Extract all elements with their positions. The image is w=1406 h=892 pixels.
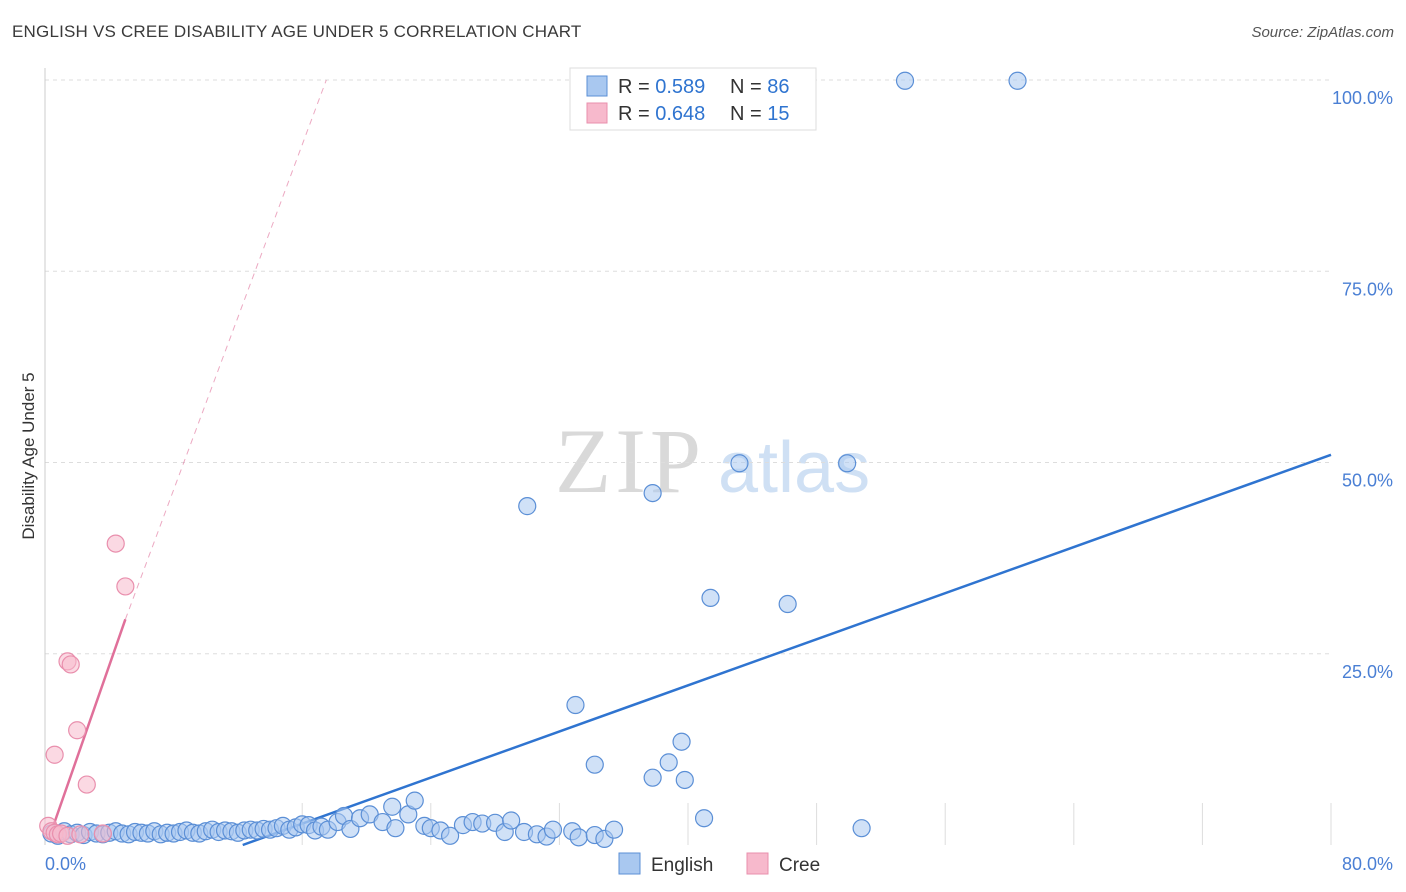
source-credit: Source: ZipAtlas.com — [1251, 24, 1394, 41]
watermark: ZIP atlas — [555, 410, 870, 512]
cree-point — [93, 824, 112, 843]
cree-point — [45, 745, 64, 764]
legend-cree-n-value: 15 — [767, 103, 789, 125]
legend-cree-r-value: 0.648 — [655, 103, 705, 125]
svg-text:N = 15: N = 15 — [730, 103, 790, 125]
english-point — [440, 826, 460, 845]
english-point — [659, 753, 678, 772]
cree-point — [61, 655, 80, 674]
y-tick-label: 50.0% — [1342, 471, 1393, 491]
bottom-legend: English Cree — [618, 852, 820, 876]
legend-english-n-value: 86 — [767, 76, 789, 98]
english-point — [569, 828, 588, 847]
english-point — [701, 588, 720, 608]
y-tick-label: 25.0% — [1342, 662, 1393, 682]
english-point — [543, 820, 563, 839]
legend: R = 0.589 N = 86 R = 0.648 N = 15 — [569, 67, 817, 131]
english-point — [518, 497, 537, 516]
x-tick-label: 80.0% — [1342, 854, 1393, 874]
legend-box — [569, 67, 817, 131]
english-point — [643, 484, 662, 503]
bottom-legend-cree-swatch — [746, 852, 769, 875]
cree-point — [77, 775, 96, 794]
x-tick-label: 0.0% — [45, 854, 86, 874]
english-point — [672, 732, 691, 751]
chart-title: ENGLISH VS CREE DISABILITY AGE UNDER 5 C… — [12, 22, 582, 41]
cree-trendline-solid — [50, 618, 127, 832]
y-tick-label: 100.0% — [1332, 88, 1393, 108]
svg-text:N = 86: N = 86 — [730, 76, 790, 98]
grid-lines — [45, 79, 1332, 845]
legend-english-r-value: 0.589 — [655, 76, 705, 98]
english-trendline-solid — [242, 453, 1332, 847]
english-point — [895, 71, 915, 90]
legend-english-r-label: R = — [618, 76, 655, 98]
cree-trendline-dashed — [124, 79, 327, 620]
english-point — [386, 819, 405, 838]
y-axis-label: Disability Age Under 5 — [19, 372, 38, 539]
legend-english-swatch — [586, 75, 608, 97]
legend-cree-r-label: R = — [618, 103, 655, 125]
cree-point — [68, 721, 87, 740]
trend-lines — [50, 79, 1332, 847]
english-point — [405, 791, 424, 810]
legend-english-n-label: N = — [730, 76, 767, 98]
english-point — [566, 695, 585, 715]
watermark-zip: ZIP — [555, 410, 705, 512]
tick-labels: 25.0% 50.0% 75.0% 100.0% 0.0% 80.0% — [45, 88, 1393, 874]
svg-text:R = 0.589: R = 0.589 — [618, 76, 705, 98]
cree-point — [116, 577, 135, 596]
english-point — [694, 809, 714, 828]
english-point — [643, 768, 662, 787]
english-point — [838, 454, 857, 473]
english-point — [730, 454, 749, 473]
data-points — [39, 71, 1027, 848]
english-point — [852, 819, 871, 838]
english-point — [502, 811, 521, 830]
bottom-legend-english-swatch — [618, 852, 641, 875]
english-point — [675, 770, 694, 790]
english-point — [778, 594, 797, 614]
bottom-legend-english-label: English — [651, 855, 713, 876]
y-tick-label: 75.0% — [1342, 279, 1393, 299]
svg-text:R = 0.648: R = 0.648 — [618, 103, 705, 125]
english-point — [383, 797, 402, 816]
english-point — [604, 820, 624, 839]
bottom-legend-cree-label: Cree — [779, 855, 820, 876]
english-point — [1008, 71, 1027, 90]
english-point — [585, 755, 604, 774]
cree-point — [106, 534, 125, 553]
legend-cree-swatch — [586, 102, 608, 124]
cree-point — [71, 825, 90, 844]
legend-cree-n-label: N = — [730, 103, 767, 125]
